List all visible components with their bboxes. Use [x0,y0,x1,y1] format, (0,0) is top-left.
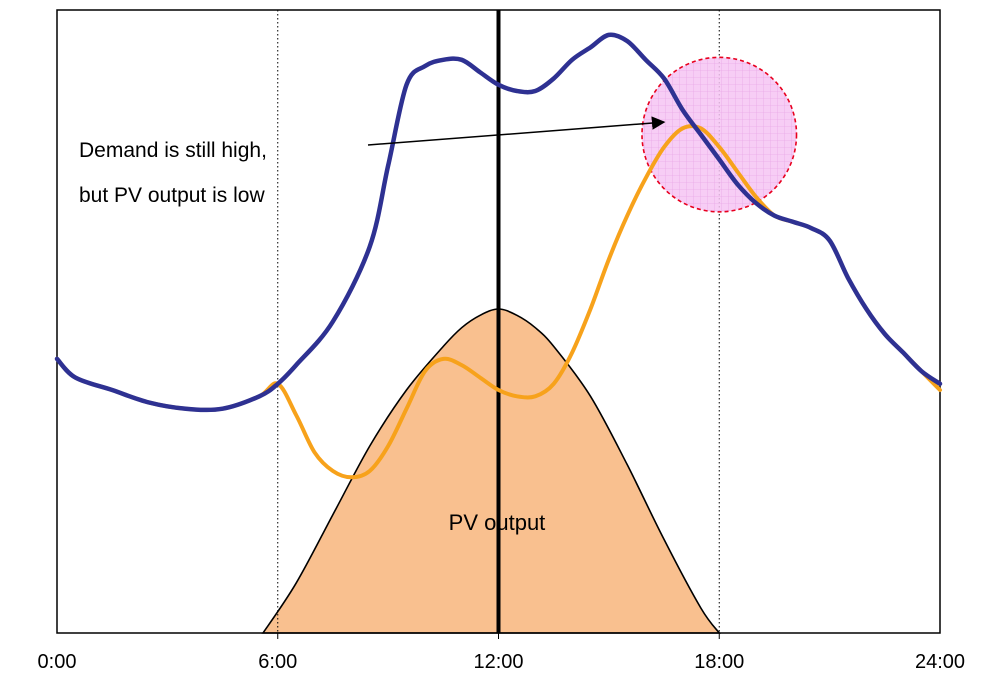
highlight-circle [641,56,798,213]
x-tick-labels: 0:00 6:00 12:00 18:00 24:00 [38,633,965,673]
x-tick-label: 24:00 [915,651,965,673]
highlight-circle-layer [641,56,798,213]
series-line-0 [54,32,943,413]
pv-output-label: PV output [449,510,546,535]
annotation-line-1: Demand is still high, [79,139,267,162]
annotation-layer: Demand is still high, but PV output is l… [79,116,666,207]
x-tick-label: 12:00 [473,651,523,673]
x-tick-label: 0:00 [38,651,77,673]
series-layer [54,32,943,480]
annotation-line-2: but PV output is low [79,184,265,207]
x-tick-label: 18:00 [694,651,744,673]
annotation-arrow [367,116,666,146]
vertical-markers [277,10,720,633]
x-tick-label: 6:00 [258,651,297,673]
